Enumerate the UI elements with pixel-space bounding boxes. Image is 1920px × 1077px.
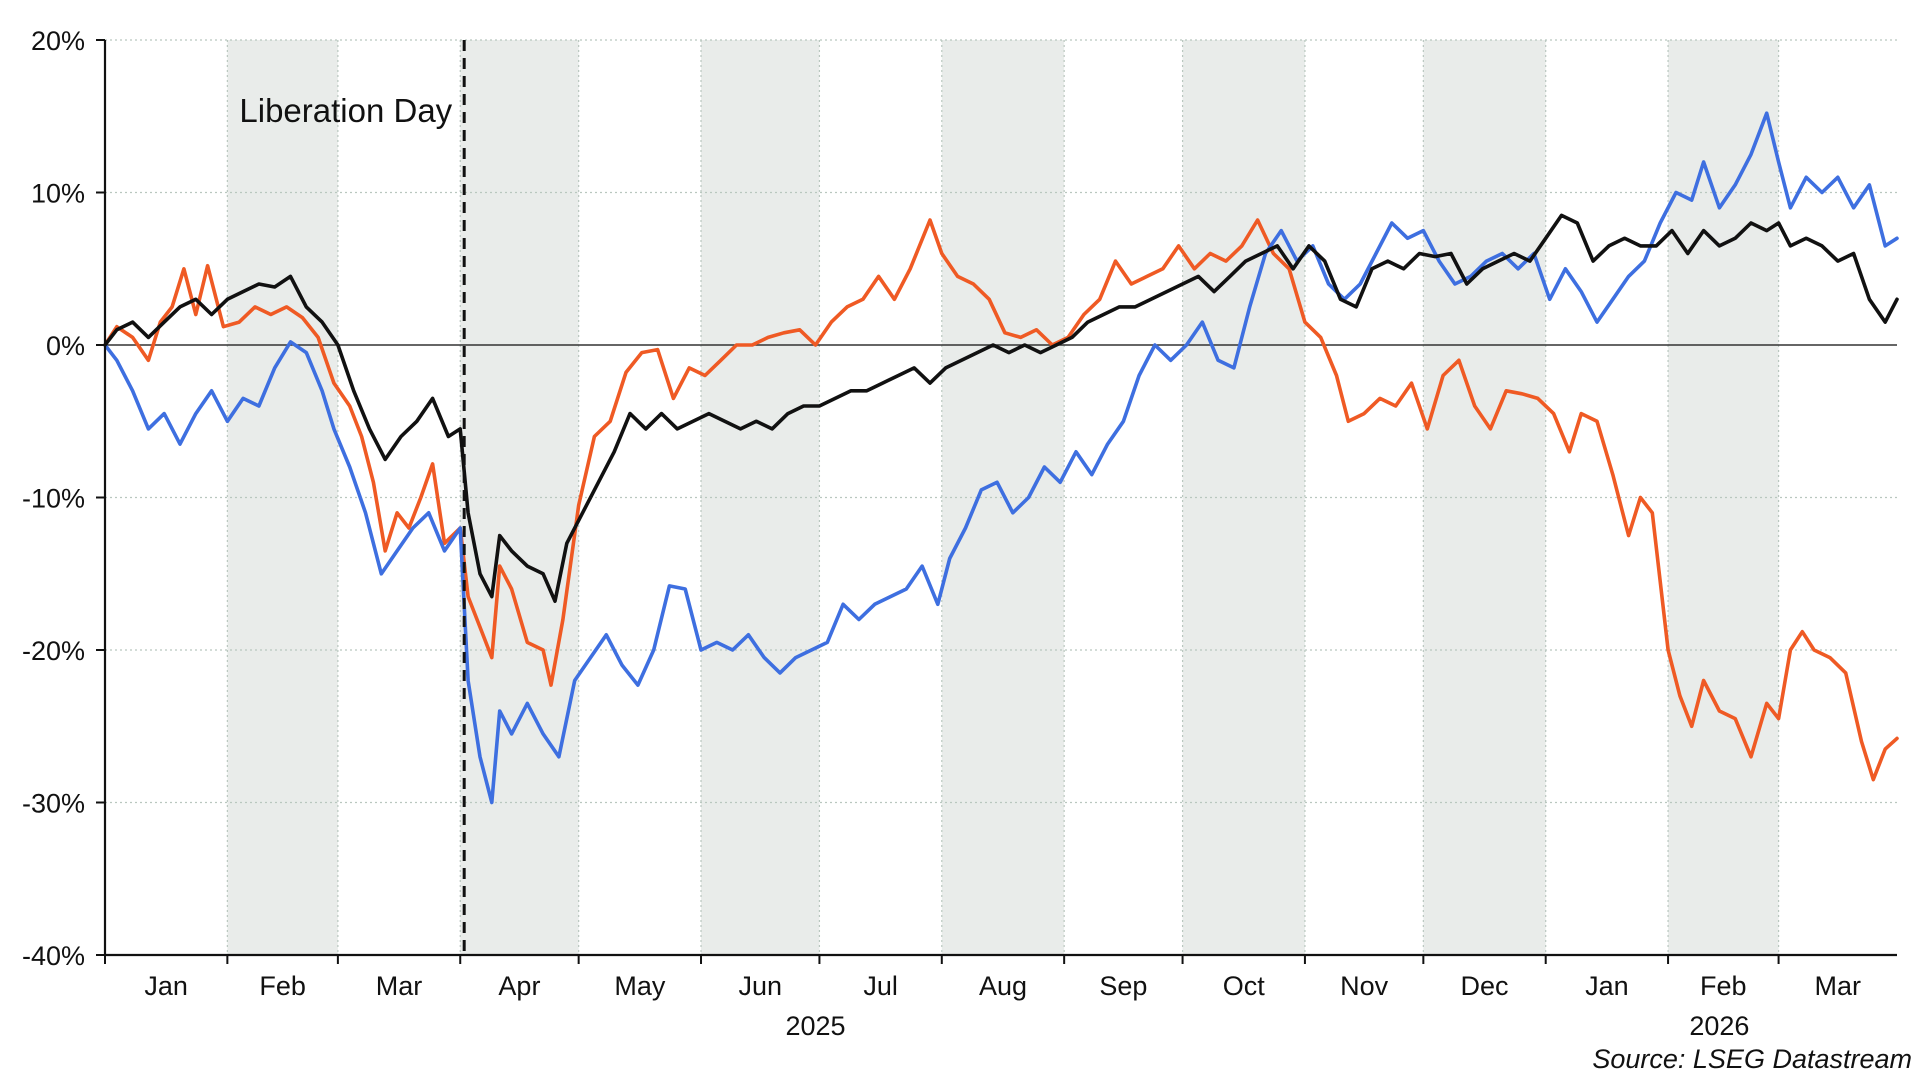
y-tick-label: -10% <box>22 484 85 514</box>
month-label: Sep <box>1099 971 1147 1001</box>
month-label: Dec <box>1461 971 1509 1001</box>
month-label: Feb <box>259 971 306 1001</box>
month-label: Nov <box>1340 971 1389 1001</box>
month-label: Aug <box>979 971 1027 1001</box>
month-label: Apr <box>498 971 540 1001</box>
horizontal-gridlines <box>105 39 1897 804</box>
series-group <box>103 111 1899 805</box>
month-label: Jun <box>738 971 782 1001</box>
series-line-3 <box>103 213 1899 603</box>
x-tick-labels: Jan Feb Mar Apr May Jun Jul Aug Sep Oct Nov Dec Jan F… <box>144 971 1861 1001</box>
month-label: Jan <box>1585 971 1629 1001</box>
series-line-2 <box>103 111 1899 805</box>
y-tick-label: -20% <box>22 636 85 666</box>
month-label: Mar <box>376 971 423 1001</box>
axes <box>96 39 1897 964</box>
y-tick-label: -40% <box>22 941 85 971</box>
month-band <box>460 40 579 955</box>
y-tick-label: 20% <box>31 26 85 56</box>
year-labels: 2025 2026 <box>785 1011 1749 1041</box>
month-band <box>1668 40 1779 955</box>
y-tick-label: 0% <box>46 331 85 361</box>
y-tick-labels: 20% 10% 0% -10% -20% -30% -40% <box>22 26 85 971</box>
year-label: 2026 <box>1689 1011 1749 1041</box>
month-label: Jan <box>144 971 188 1001</box>
y-tick-label: -30% <box>22 789 85 819</box>
series-line-1 <box>103 218 1899 782</box>
month-label: Jul <box>863 971 898 1001</box>
month-label: May <box>614 971 666 1001</box>
month-label: Mar <box>1815 971 1862 1001</box>
liberation-day-label: Liberation Day <box>239 92 452 129</box>
month-label: Oct <box>1223 971 1266 1001</box>
year-label: 2025 <box>785 1011 845 1041</box>
source-note: Source: LSEG Datastream <box>1592 1044 1912 1074</box>
month-label: Feb <box>1700 971 1747 1001</box>
y-tick-label: 10% <box>31 179 85 209</box>
month-band <box>1182 40 1305 955</box>
